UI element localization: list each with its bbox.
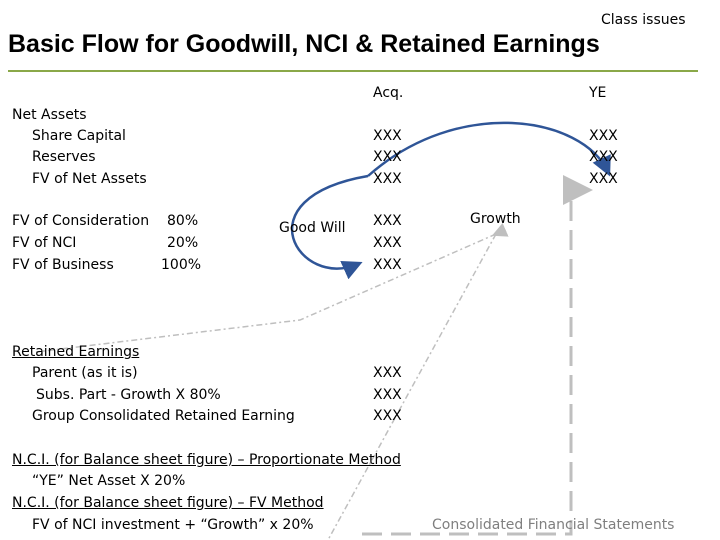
acq-reserves-value: XXX — [373, 149, 402, 165]
fv-nci-label: FV of NCI — [12, 235, 77, 251]
class-issues-note: Class issues — [601, 12, 686, 28]
parent-value: XXX — [373, 365, 402, 381]
title-underline-rule — [8, 70, 698, 72]
goodwill-label: Good Will — [279, 220, 346, 236]
group-retained-label: Group Consolidated Retained Earning — [32, 408, 295, 424]
nci-proportionate-formula: “YE” Net Asset X 20% — [32, 473, 186, 489]
growth-to-retained-line — [35, 222, 509, 353]
subs-part-label: Subs. Part - Growth X 80% — [36, 387, 221, 403]
consideration-value: XXX — [373, 213, 402, 229]
acq-share-capital-value: XXX — [373, 128, 402, 144]
fv-nci-pct: 20% — [167, 235, 199, 251]
acq-to-ye-arrow — [367, 121, 611, 177]
ye-column-header: YE — [589, 85, 607, 101]
fv-consideration-pct: 80% — [167, 213, 199, 229]
ye-share-capital-value: XXX — [589, 128, 618, 144]
nci-growth-connector — [362, 175, 593, 536]
business-value: XXX — [373, 257, 402, 273]
nci-fv-heading: N.C.I. (for Balance sheet figure) – FV M… — [12, 495, 324, 511]
subs-part-value: XXX — [373, 387, 402, 403]
acq-fv-net-assets-value: XXX — [373, 171, 402, 187]
page-title: Basic Flow for Goodwill, NCI & Retained … — [8, 30, 600, 58]
parent-label: Parent (as it is) — [32, 365, 138, 381]
group-retained-value: XXX — [373, 408, 402, 424]
share-capital-label: Share Capital — [32, 128, 126, 144]
fv-net-assets-label: FV of Net Assets — [32, 171, 147, 187]
ye-fv-net-assets-value: XXX — [589, 171, 618, 187]
reserves-label: Reserves — [32, 149, 96, 165]
growth-label: Growth — [470, 211, 521, 227]
footer-caption: Consolidated Financial Statements — [432, 517, 675, 533]
nci-proportionate-heading: N.C.I. (for Balance sheet figure) – Prop… — [12, 452, 401, 468]
ye-reserves-value: XXX — [589, 149, 618, 165]
net-assets-heading: Net Assets — [12, 107, 87, 123]
growth-to-nci-line — [327, 233, 497, 540]
fv-business-label: FV of Business — [12, 257, 114, 273]
nci-value: XXX — [373, 235, 402, 251]
nci-fv-formula: FV of NCI investment + “Growth” x 20% — [32, 517, 314, 533]
net-assets-to-goodwill-arrow — [290, 174, 369, 280]
fv-business-pct: 100% — [161, 257, 202, 273]
retained-earnings-heading: Retained Earnings — [12, 344, 140, 360]
acq-column-header: Acq. — [373, 85, 404, 101]
fv-consideration-label: FV of Consideration — [12, 213, 150, 229]
